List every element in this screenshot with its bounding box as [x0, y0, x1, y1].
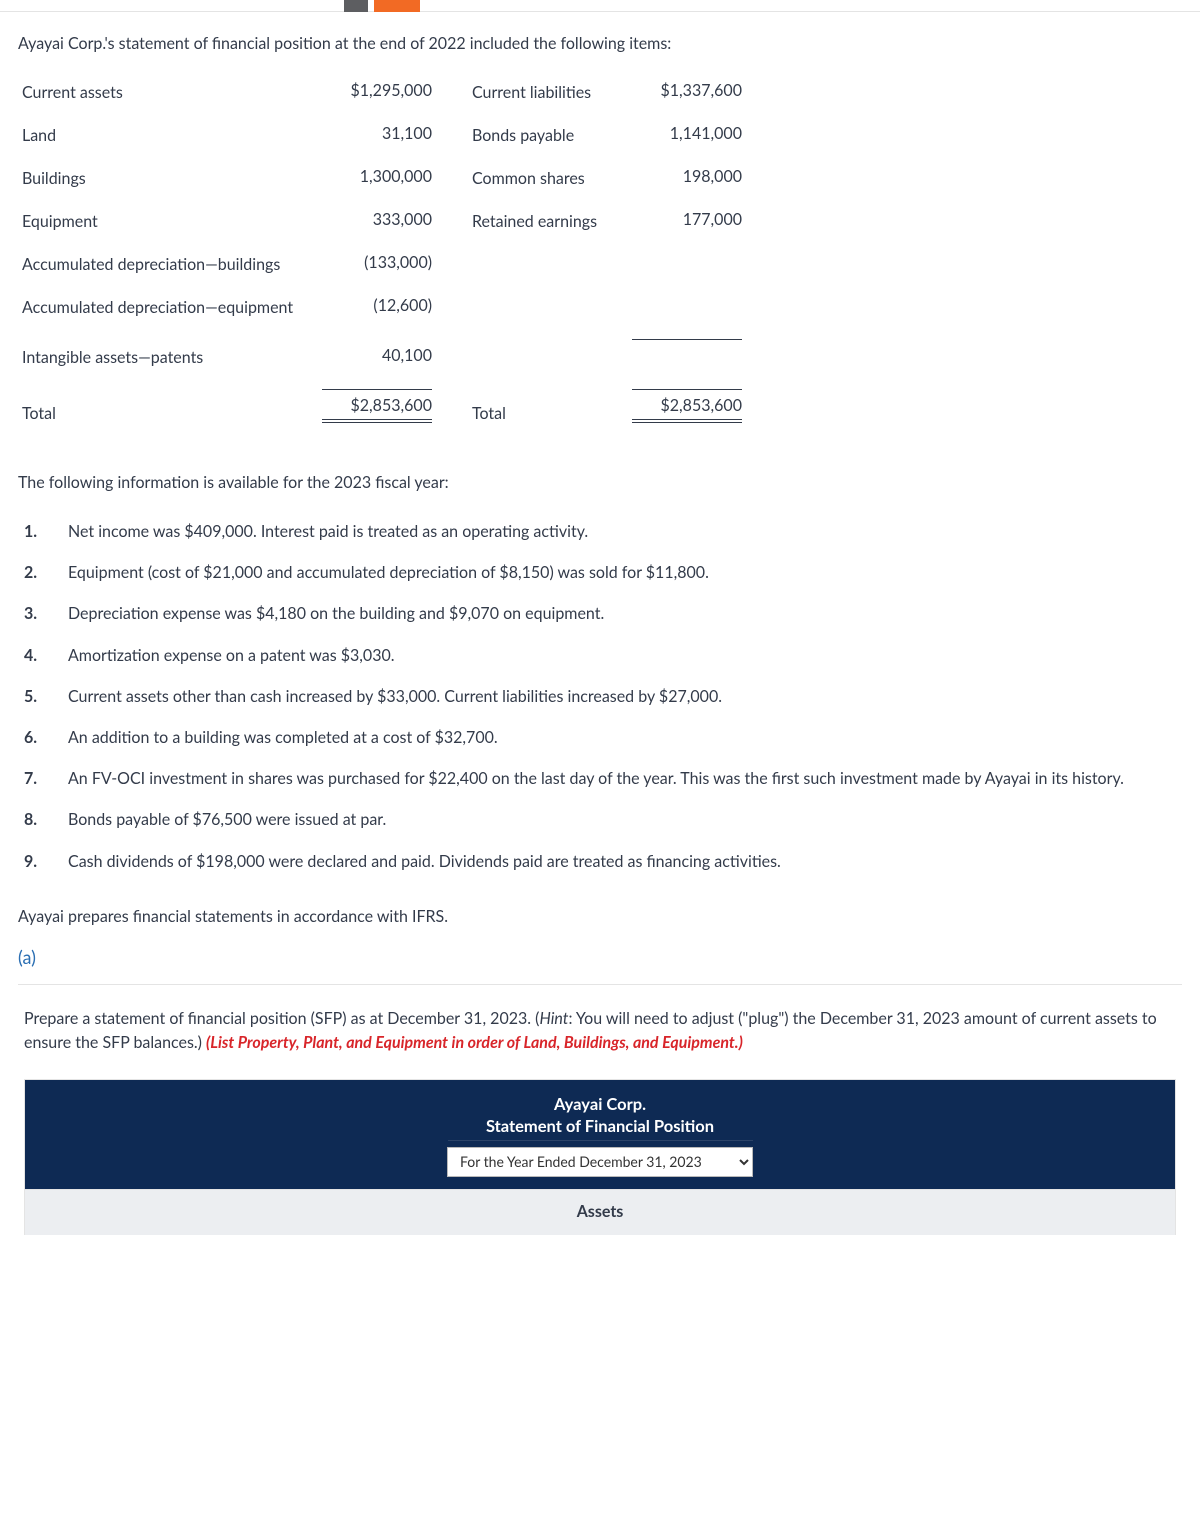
list-text: Depreciation expense was $4,180 on the b… — [68, 602, 1182, 625]
worksheet: Ayayai Corp. Statement of Financial Posi… — [24, 1079, 1176, 1235]
fp-left-label: Intangible assets—patents — [22, 348, 322, 367]
fp-right-total-label: Total — [472, 404, 632, 423]
list-number: 5. — [24, 685, 68, 708]
list-number: 2. — [24, 561, 68, 584]
fp-left-label: Land — [22, 126, 322, 145]
list-item: 2.Equipment (cost of $21,000 and accumul… — [24, 561, 1182, 584]
fp-left-value: (133,000) — [322, 253, 432, 274]
fp-left-value: 31,100 — [322, 124, 432, 145]
worksheet-statement-title: Statement of Financial Position — [448, 1116, 753, 1141]
fp-right-rule — [632, 339, 742, 367]
list-number: 6. — [24, 726, 68, 749]
info-heading: The following information is available f… — [18, 473, 1182, 492]
fp-right-value: $1,337,600 — [632, 81, 742, 102]
fp-right-label: Bonds payable — [472, 126, 632, 145]
list-item: 3.Depreciation expense was $4,180 on the… — [24, 602, 1182, 625]
part-a-label: (a) — [18, 946, 1182, 974]
fp-left-label: Accumulated depreciation—buildings — [22, 255, 322, 274]
fp-right-value: 177,000 — [632, 210, 742, 231]
fp-right-total-value: $2,853,600 — [632, 389, 742, 423]
list-number: 9. — [24, 850, 68, 873]
prepare-red-instruction: (List Property, Plant, and Equipment in … — [206, 1033, 743, 1052]
list-text: Bonds payable of $76,500 were issued at … — [68, 808, 1182, 831]
worksheet-header: Ayayai Corp. Statement of Financial Posi… — [25, 1080, 1175, 1141]
list-number: 1. — [24, 520, 68, 543]
prepare-instructions: Prepare a statement of financial positio… — [24, 1007, 1176, 1055]
list-number: 7. — [24, 767, 68, 790]
list-number: 3. — [24, 602, 68, 625]
list-item: 1.Net income was $409,000. Interest paid… — [24, 520, 1182, 543]
list-item: 5.Current assets other than cash increas… — [24, 685, 1182, 708]
list-text: An FV-OCI investment in shares was purch… — [68, 767, 1182, 790]
ifrs-note: Ayayai prepares financial statements in … — [18, 907, 1182, 926]
fp-left-label: Accumulated depreciation—equipment — [22, 298, 322, 317]
intro-text: Ayayai Corp.'s statement of financial po… — [18, 34, 1182, 53]
tab-indicator-active — [374, 0, 420, 12]
fp-left-value: 333,000 — [322, 210, 432, 231]
fp-right-label: Current liabilities — [472, 83, 632, 102]
worksheet-period-row: For the Year Ended December 31, 2023 — [25, 1141, 1175, 1189]
fp-left-value: $1,295,000 — [322, 81, 432, 102]
divider — [18, 984, 1182, 985]
fp-left-value: (12,600) — [322, 296, 432, 317]
list-text: Amortization expense on a patent was $3,… — [68, 644, 1182, 667]
fp-left-label: Equipment — [22, 212, 322, 231]
list-item: 6.An addition to a building was complete… — [24, 726, 1182, 749]
fp-left-total-label: Total — [22, 404, 322, 423]
list-number: 8. — [24, 808, 68, 831]
list-item: 4.Amortization expense on a patent was $… — [24, 644, 1182, 667]
worksheet-company: Ayayai Corp. — [25, 1094, 1175, 1114]
tabs-bar — [0, 0, 1200, 12]
worksheet-section-assets: Assets — [25, 1189, 1175, 1235]
list-number: 4. — [24, 644, 68, 667]
list-text: Current assets other than cash increased… — [68, 685, 1182, 708]
fp-left-value: 40,100 — [322, 346, 432, 367]
list-text: Equipment (cost of $21,000 and accumulat… — [68, 561, 1182, 584]
list-text: Cash dividends of $198,000 were declared… — [68, 850, 1182, 873]
fp-left-total-value: $2,853,600 — [322, 389, 432, 423]
hint-label: Hint — [539, 1009, 568, 1028]
fp-right-label: Retained earnings — [472, 212, 632, 231]
list-text: Net income was $409,000. Interest paid i… — [68, 520, 1182, 543]
fp-right-value: 1,141,000 — [632, 124, 742, 145]
list-item: 9.Cash dividends of $198,000 were declar… — [24, 850, 1182, 873]
period-select[interactable]: For the Year Ended December 31, 2023 — [447, 1147, 753, 1177]
fp-left-label: Current assets — [22, 83, 322, 102]
list-item: 8.Bonds payable of $76,500 were issued a… — [24, 808, 1182, 831]
prepare-text-1: Prepare a statement of financial positio… — [24, 1009, 539, 1028]
fp-right-label: Common shares — [472, 169, 632, 188]
list-text: An addition to a building was completed … — [68, 726, 1182, 749]
question-content: Ayayai Corp.'s statement of financial po… — [0, 12, 1200, 1235]
list-item: 7.An FV-OCI investment in shares was pur… — [24, 767, 1182, 790]
tab-indicator-dark — [344, 0, 368, 12]
financial-position-table: Current assets $1,295,000 Current liabil… — [22, 81, 1182, 423]
info-list: 1.Net income was $409,000. Interest paid… — [24, 520, 1182, 873]
fp-right-value: 198,000 — [632, 167, 742, 188]
fp-left-label: Buildings — [22, 169, 322, 188]
fp-left-value: 1,300,000 — [322, 167, 432, 188]
